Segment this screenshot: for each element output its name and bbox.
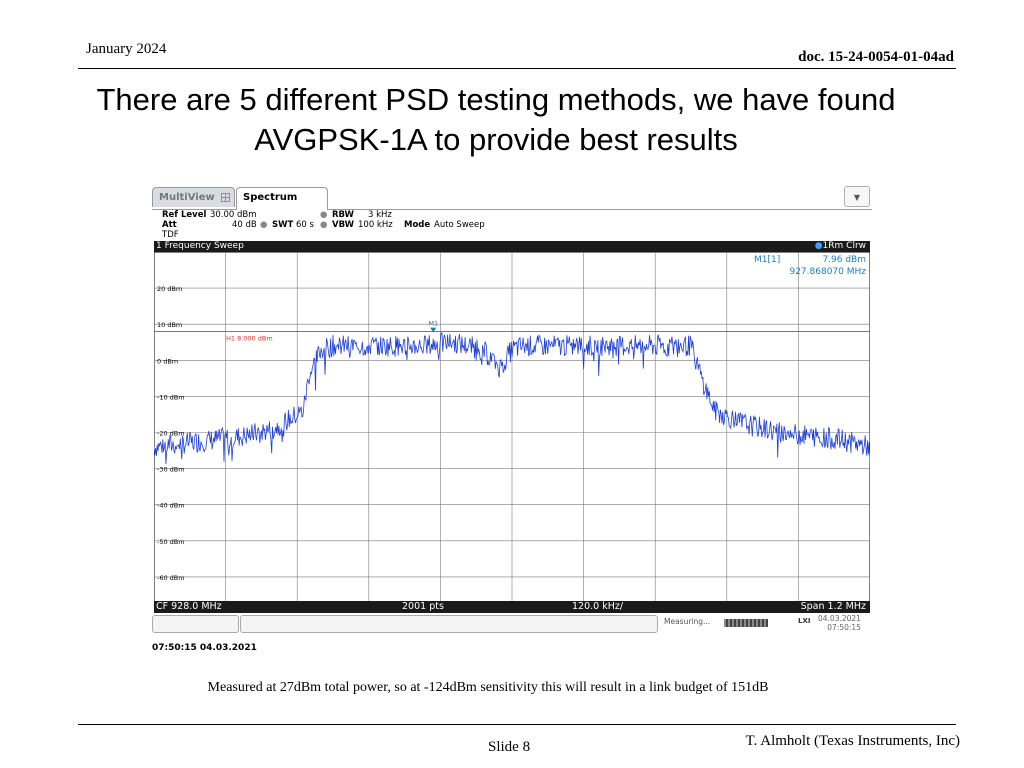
dot-icon: ●	[320, 210, 328, 220]
rbw-value: 3 kHz	[368, 210, 392, 220]
status-bar: Measuring... LXI 04.03.2021 07:50:15	[152, 614, 872, 635]
grid-icon	[221, 193, 230, 202]
status-message-field	[240, 615, 658, 633]
status-datetime: 04.03.2021 07:50:15	[818, 614, 861, 632]
span-value: Span 1.2 MHz	[800, 601, 866, 612]
measuring-status: Measuring...	[664, 617, 711, 626]
capture-timestamp: 07:50:15 04.03.2021	[152, 643, 257, 653]
rbw-label: RBW	[332, 210, 354, 220]
vbw-label: VBW	[332, 220, 354, 230]
mode-value: Auto Sweep	[434, 220, 485, 230]
y-tick-label: -30 dBm	[157, 466, 185, 474]
y-tick-label: -40 dBm	[157, 502, 185, 510]
y-tick-labels: 20 dBm 10 dBm 0 dBm -10 dBm -20 dBm -30 dBm -4…	[157, 285, 185, 582]
spectrum-chart: 20 dBm 10 dBm 0 dBm -10 dBm -20 dBm -30 dBm -4…	[153, 251, 871, 614]
tab-spectrum[interactable]: Spectrum	[236, 187, 328, 210]
trace	[153, 332, 871, 464]
chevron-down-icon: ▼	[853, 193, 861, 202]
swt-label: SWT	[272, 220, 294, 230]
swt-value: 60 s	[296, 220, 314, 230]
status-time: 07:50:15	[827, 623, 861, 632]
y-tick-label: -20 dBm	[157, 430, 185, 438]
ref-level-value: 30.00 dBm	[210, 210, 257, 220]
marker-name: M1[1]	[754, 255, 780, 265]
y-tick-label: 0 dBm	[157, 357, 178, 365]
tab-multiview[interactable]: MultiView	[152, 187, 235, 207]
status-field	[152, 615, 239, 633]
spectrum-analyzer-screenshot: MultiView Spectrum ▼ Ref Level 30.00 dBm…	[152, 185, 872, 655]
bottom-info-bar: CF 928.0 MHz 2001 pts 120.0 kHz/ Span 1.…	[154, 601, 870, 613]
trace-label: 1Rm Clrw	[822, 241, 866, 251]
y-tick-label: 20 dBm	[157, 285, 182, 293]
trace-dot-icon: ●	[814, 241, 823, 251]
marker-frequency: 927.868070 MHz	[789, 267, 866, 277]
marker: M1	[428, 320, 438, 333]
tab-bar: MultiView Spectrum ▼	[152, 185, 872, 210]
dropdown-button[interactable]: ▼	[844, 186, 870, 207]
spectrum-plot[interactable]: 20 dBm 10 dBm 0 dBm -10 dBm -20 dBm -30 dBm -4…	[153, 251, 871, 614]
status-panel: Measuring... LXI 04.03.2021 07:50:15	[658, 614, 872, 633]
status-date: 04.03.2021	[818, 614, 861, 623]
footer-rule	[78, 724, 956, 725]
reference-line: H1 8.000 dBm	[154, 331, 870, 342]
sweep-title-bar: 1 Frequency Sweep ●1Rm Clrw	[154, 241, 870, 252]
slide-title: There are 5 different PSD testing method…	[96, 82, 896, 157]
lxi-icon: LXI	[798, 617, 811, 625]
ref-level-label: Ref Level	[162, 210, 207, 220]
tab-label: Spectrum	[243, 192, 298, 203]
y-tick-label: -60 dBm	[157, 574, 185, 582]
att-value: 40 dB	[232, 220, 257, 230]
y-tick-label: -10 dBm	[157, 393, 185, 401]
tdf-label: TDF	[162, 230, 179, 240]
trace-indicator: ●1Rm Clrw	[815, 241, 866, 252]
spectrum-trace	[153, 332, 871, 464]
grid	[154, 252, 870, 613]
att-label: Att	[162, 220, 177, 230]
caption: Measured at 27dBm total power, so at -12…	[207, 680, 769, 695]
measurement-settings: Ref Level 30.00 dBm Att 40 dB ● SWT 60 s…	[152, 210, 872, 240]
dot-icon: ●	[260, 220, 268, 230]
slide-number: Slide 8	[488, 739, 531, 755]
vbw-value: 100 kHz	[358, 220, 393, 230]
progress-meter	[724, 619, 768, 627]
center-frequency: CF 928.0 MHz	[156, 601, 222, 612]
header-rule	[78, 68, 956, 69]
sweep-title: 1 Frequency Sweep	[156, 241, 244, 251]
mode-label: Mode	[404, 220, 431, 230]
footer-author: T. Almholt (Texas Instruments, Inc)	[745, 733, 960, 749]
y-tick-label: 10 dBm	[157, 321, 182, 329]
y-tick-label: -50 dBm	[157, 538, 185, 546]
dot-icon: ●	[320, 220, 328, 230]
reference-line-label: H1 8.000 dBm	[226, 334, 273, 342]
header-date: January 2024	[86, 41, 167, 57]
marker-tag: M1	[428, 320, 438, 328]
freq-per-division: 120.0 kHz/	[572, 601, 624, 612]
point-count: 2001 pts	[402, 601, 444, 612]
header-doc-id: doc. 15-24-0054-01-04ad	[798, 49, 954, 65]
marker-level: 7.96 dBm	[822, 255, 866, 265]
marker-triangle	[430, 327, 437, 333]
tab-label: MultiView	[159, 192, 215, 203]
